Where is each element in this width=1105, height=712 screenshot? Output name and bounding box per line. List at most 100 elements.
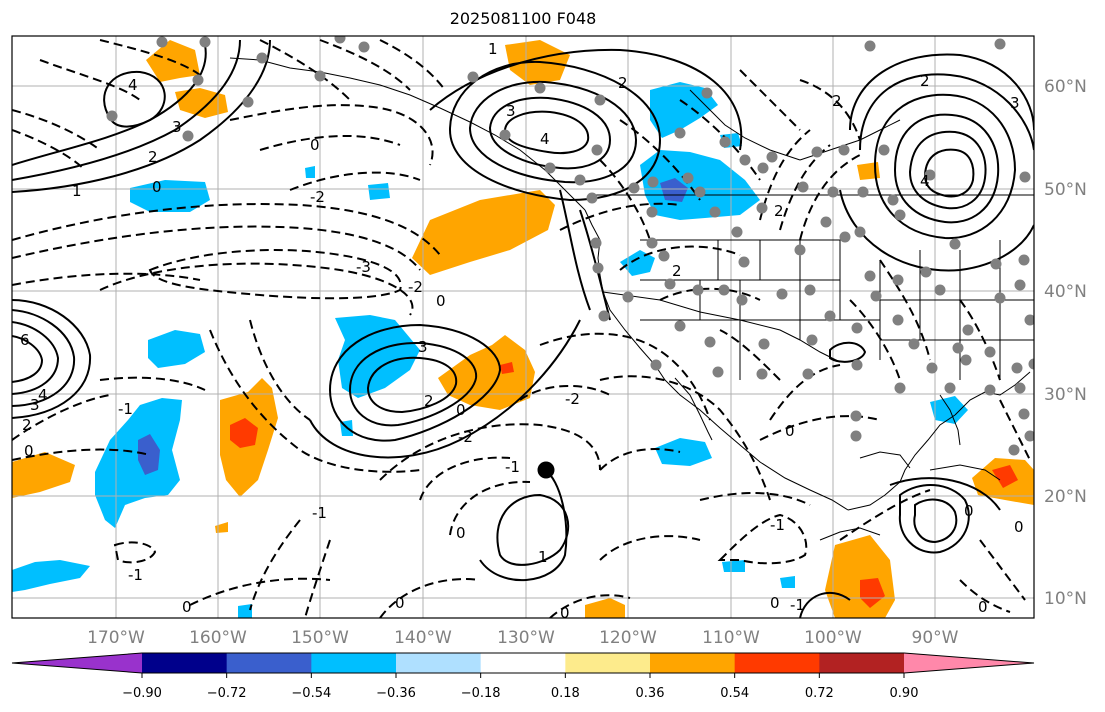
contour-label: 0 bbox=[1014, 518, 1024, 536]
longitude-label: 110°W bbox=[702, 628, 760, 648]
contour-label: 2 bbox=[920, 72, 930, 90]
shade-red bbox=[230, 418, 258, 448]
colorbar-segment bbox=[819, 653, 905, 673]
contour-label: 4 bbox=[38, 386, 48, 404]
shade-cyan bbox=[655, 438, 712, 466]
colorbar-segment bbox=[226, 653, 312, 673]
contour-label: -2 bbox=[310, 188, 325, 206]
shade-cyan bbox=[238, 604, 252, 618]
longitude-label: 90°W bbox=[912, 628, 959, 648]
latitude-label: 50°N bbox=[1044, 180, 1087, 200]
contour-label: 3 bbox=[172, 118, 182, 136]
contour-label: 2 bbox=[672, 262, 682, 280]
shade-cyan bbox=[335, 315, 420, 398]
contour-label: 3 bbox=[30, 396, 40, 414]
colorbar-tick-label: 0.18 bbox=[551, 686, 580, 701]
colorbar-extend-low bbox=[12, 653, 142, 673]
contour-label: 0 bbox=[24, 442, 34, 460]
colorbar-segment bbox=[396, 653, 482, 673]
colorbar-tick-label: −0.18 bbox=[461, 686, 501, 701]
contour-label: 2 bbox=[148, 148, 158, 166]
shade-blue bbox=[138, 434, 160, 475]
contour-label: 0 bbox=[978, 598, 988, 616]
contour-label: 0 bbox=[964, 502, 974, 520]
storm-center-marker bbox=[537, 461, 555, 479]
shade-cyan bbox=[620, 250, 655, 276]
contour-label: -2 bbox=[565, 390, 580, 408]
colorbar-tick-label: −0.72 bbox=[207, 686, 247, 701]
colorbar-segment bbox=[565, 653, 651, 673]
shade-orange bbox=[412, 190, 555, 275]
colorbar-segment bbox=[650, 653, 736, 673]
contour-label: 0 bbox=[395, 594, 405, 612]
contour-label: 0 bbox=[310, 136, 320, 154]
colorbar: −0.90 −0.72 −0.54 −0.36 −0.18 0.18 0.36 0.54 0.7… bbox=[11, 652, 1035, 701]
contour-label: 1 bbox=[72, 182, 82, 200]
shade-cyan bbox=[305, 166, 315, 178]
shade-cyan bbox=[368, 183, 390, 200]
longitude-label: 140°W bbox=[394, 628, 452, 648]
contour-label: 3 bbox=[1010, 94, 1020, 112]
contours-solid bbox=[12, 39, 1034, 618]
colorbar-tick-label: −0.54 bbox=[291, 686, 331, 701]
contour-label: -1 bbox=[312, 504, 327, 522]
colorbar-tick-label: −0.36 bbox=[376, 686, 416, 701]
contour-label: 2 bbox=[424, 392, 434, 410]
contour-label: 0 bbox=[456, 401, 466, 419]
latitude-label: 10°N bbox=[1044, 589, 1087, 609]
contour-label: 6 bbox=[20, 331, 30, 349]
shade-cyan bbox=[12, 560, 90, 592]
colorbar-tick-label: 0.72 bbox=[805, 686, 834, 701]
colorbar-segment bbox=[480, 653, 566, 673]
shade-red bbox=[992, 465, 1018, 488]
latitude-label: 30°N bbox=[1044, 385, 1087, 405]
shade-orange bbox=[585, 598, 625, 618]
longitude-label: 100°W bbox=[804, 628, 862, 648]
contour-labels: 4 3 2 1 0 0 -2 -3 -2 0 1 3 4 2 4 2 6 4 3… bbox=[20, 40, 1024, 618]
shade-orange bbox=[12, 452, 75, 498]
contour-label: 2 bbox=[774, 202, 784, 220]
longitude-labels: 170°W 160°W 150°W 140°W 130°W 120°W 110°W 100°W… bbox=[87, 628, 959, 648]
stations bbox=[106, 36, 1034, 456]
colorbar-segment bbox=[142, 653, 228, 673]
longitude-label: 120°W bbox=[599, 628, 657, 648]
colorbar-extend-high bbox=[904, 653, 1034, 673]
colorbar-segment bbox=[311, 653, 397, 673]
contour-label: 0 bbox=[436, 292, 446, 310]
contour-label: -1 bbox=[790, 596, 805, 614]
longitude-label: 130°W bbox=[497, 628, 555, 648]
map-title: 2025081100 F048 bbox=[449, 9, 597, 28]
contour-label: -1 bbox=[770, 516, 785, 534]
contour-label: 0 bbox=[785, 422, 795, 440]
map-background bbox=[12, 36, 1034, 618]
contour-label: -1 bbox=[118, 400, 133, 418]
latitude-label: 60°N bbox=[1044, 77, 1087, 97]
contour-label: 0 bbox=[456, 524, 466, 542]
contour-label: -1 bbox=[128, 566, 143, 584]
longitude-label: 170°W bbox=[87, 628, 145, 648]
shade-cyan bbox=[780, 576, 795, 588]
shade-blue bbox=[660, 178, 688, 202]
map-frame bbox=[11, 35, 1035, 619]
latitude-label: 40°N bbox=[1044, 282, 1087, 302]
shade-red bbox=[860, 578, 885, 608]
shade-cyan bbox=[930, 396, 968, 424]
shade-cyan bbox=[640, 150, 760, 220]
contour-label: 3 bbox=[506, 102, 516, 120]
contour-label: -2 bbox=[408, 278, 423, 296]
contour-label: 2 bbox=[618, 74, 628, 92]
longitude-label: 160°W bbox=[189, 628, 247, 648]
contour-label: 4 bbox=[920, 172, 930, 190]
contour-label: 1 bbox=[488, 40, 498, 58]
longitude-label: 150°W bbox=[291, 628, 349, 648]
contours-dashed bbox=[12, 39, 1031, 618]
contour-label: 0 bbox=[152, 178, 162, 196]
colorbar-tick-label: 0.90 bbox=[890, 686, 919, 701]
contour-label: -1 bbox=[505, 458, 520, 476]
latitude-labels: 60°N 50°N 40°N 30°N 20°N 10°N bbox=[1044, 77, 1087, 609]
shade-cyan bbox=[650, 82, 718, 138]
contour-label: 0 bbox=[770, 594, 780, 612]
contour-label: 3 bbox=[418, 338, 428, 356]
colorbar-segment bbox=[734, 653, 820, 673]
